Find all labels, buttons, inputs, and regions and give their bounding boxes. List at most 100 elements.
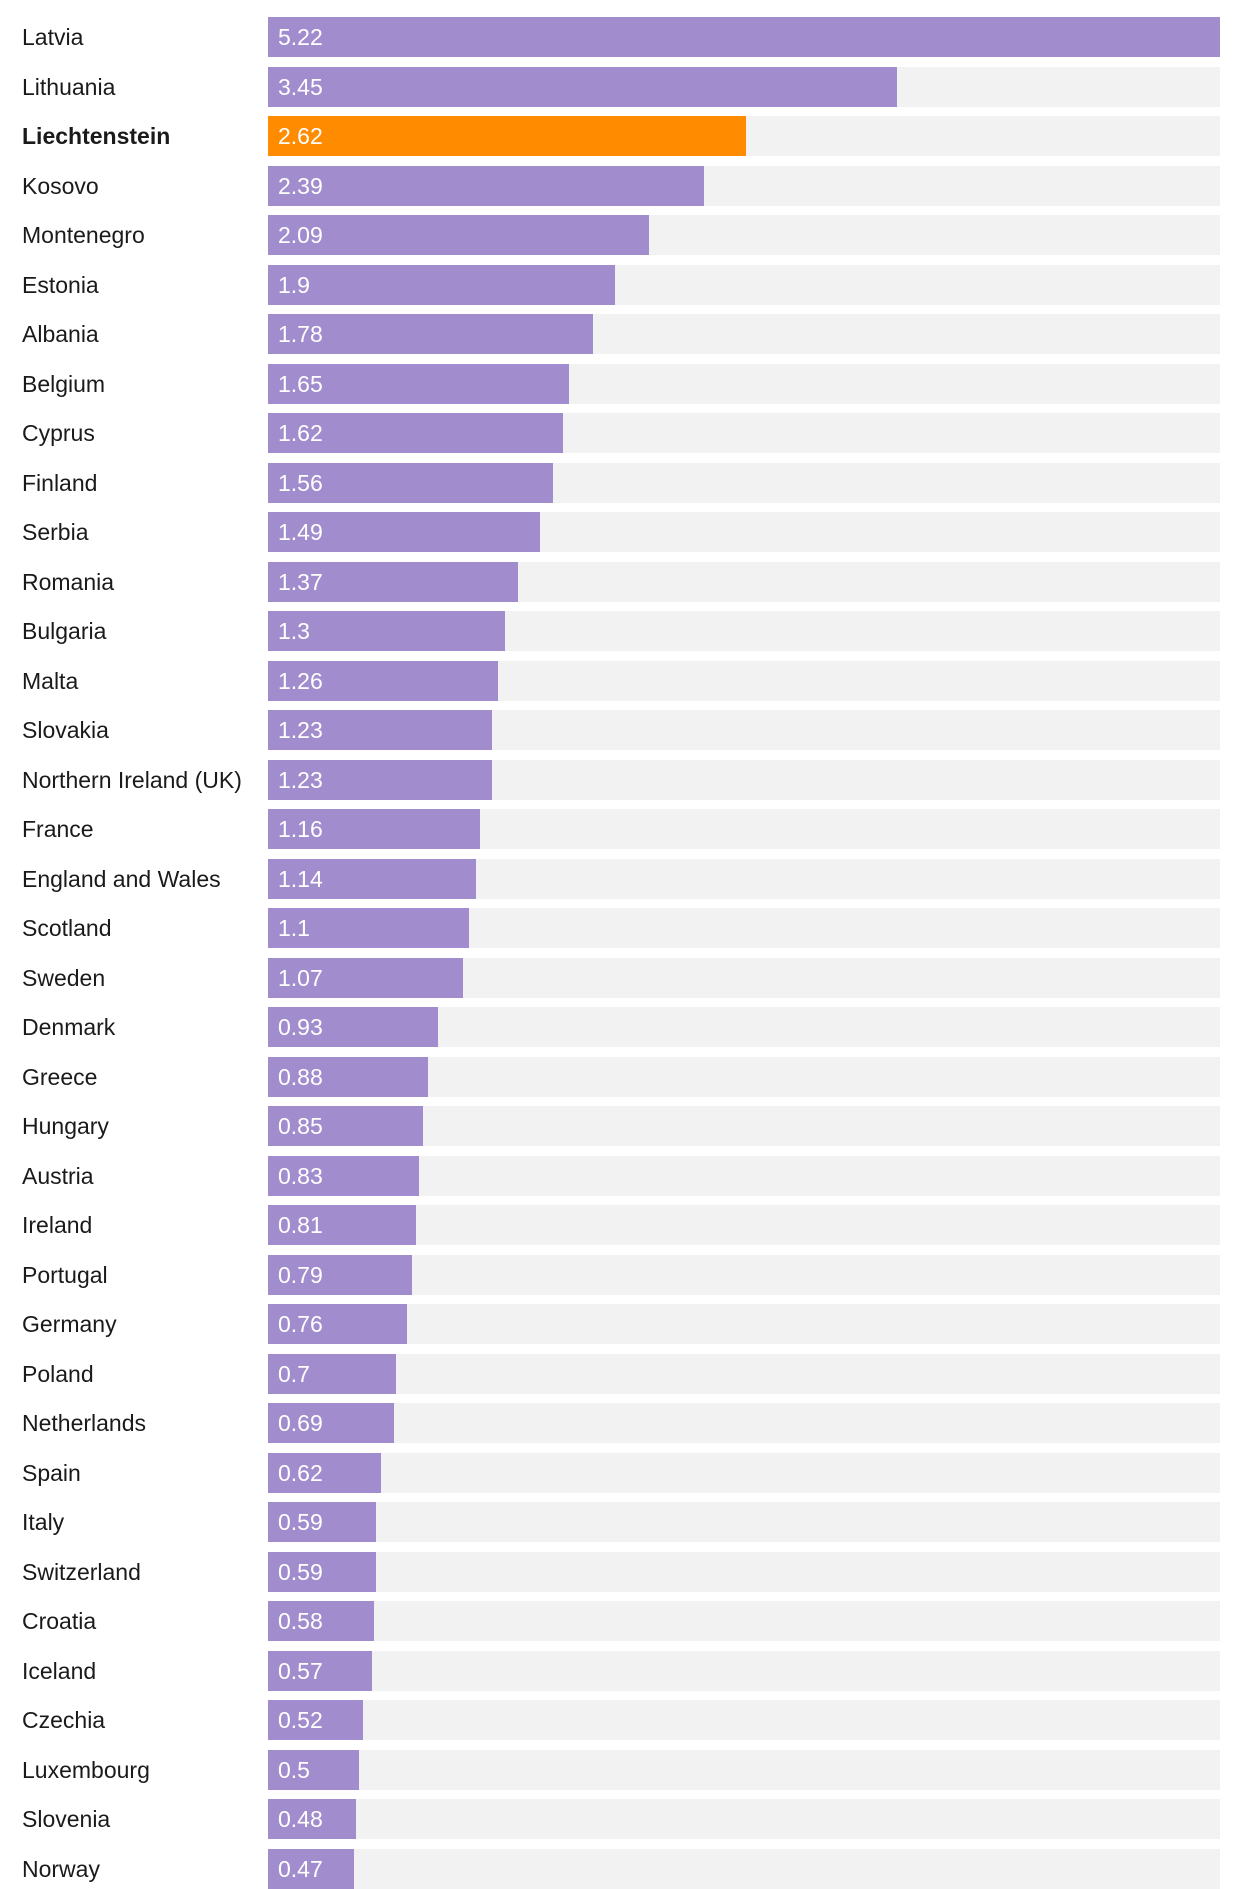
bar-track: 1.62 [268, 413, 1220, 453]
bar: 2.39 [268, 165, 704, 206]
category-label: Montenegro [22, 222, 145, 248]
value-label: 0.88 [278, 1063, 323, 1090]
bar-track: 1.23 [268, 710, 1220, 750]
value-label: 1.1 [278, 915, 310, 941]
category-label: Northern Ireland (UK) [22, 766, 242, 793]
category-label: Bulgaria [22, 618, 107, 644]
value-label: 0.69 [278, 1410, 323, 1436]
bar-row: Northern Ireland (UK) 1.23 [0, 759, 1240, 800]
bar-row: Poland 0.7 [0, 1353, 1240, 1394]
bar: 0.57 [268, 1650, 372, 1691]
bar-track: 1.23 [268, 759, 1220, 800]
category-label: Netherlands [22, 1410, 147, 1436]
bar-row: Czechia 0.52 [0, 1700, 1240, 1740]
bar-track: 0.5 [268, 1749, 1220, 1790]
bar-row: Cyprus 1.62 [0, 413, 1240, 453]
category-label: Finland [22, 469, 98, 496]
bar-track: 0.47 [268, 1848, 1220, 1889]
value-label: 1.07 [278, 964, 323, 991]
bar: 1.23 [268, 759, 493, 800]
bar-row: Serbia 1.49 [0, 512, 1240, 552]
bar: 5.22 [268, 17, 1220, 57]
bar-track: 1.14 [268, 858, 1220, 899]
category-label: France [22, 816, 94, 842]
category-label: Germany [22, 1311, 117, 1337]
bar: 0.85 [268, 1106, 424, 1146]
category-label: Serbia [22, 519, 89, 545]
bar-track: 0.58 [268, 1601, 1220, 1641]
bar-row: Ireland 0.81 [0, 1205, 1240, 1245]
value-label: 0.79 [278, 1261, 323, 1288]
bar: 1.16 [268, 809, 480, 849]
category-label: Latvia [22, 24, 84, 50]
value-label: 0.85 [278, 1113, 323, 1139]
category-label: Scotland [22, 915, 112, 941]
bar-track: 1.56 [268, 462, 1220, 503]
bar-track: 0.7 [268, 1353, 1220, 1394]
bar-track: 2.09 [268, 215, 1220, 255]
category-label: Denmark [22, 1014, 116, 1040]
bar: 0.7 [268, 1353, 396, 1394]
bar-track: 0.48 [268, 1799, 1220, 1839]
bar: 0.58 [268, 1601, 374, 1641]
bar-track: 0.81 [268, 1205, 1220, 1245]
value-label: 1.14 [278, 865, 323, 892]
value-label: 0.52 [278, 1707, 323, 1733]
bar: 0.76 [268, 1304, 407, 1344]
bar-track: 0.57 [268, 1650, 1220, 1691]
bar: 0.59 [268, 1551, 376, 1592]
value-label: 0.83 [278, 1162, 323, 1189]
category-label: Poland [22, 1360, 94, 1387]
bar: 0.79 [268, 1254, 413, 1295]
value-label: 0.93 [278, 1014, 323, 1040]
category-label: Ireland [22, 1212, 93, 1238]
value-label: 1.3 [278, 618, 310, 644]
bar-row: Slovenia 0.48 [0, 1799, 1240, 1839]
bar-track: 1.16 [268, 809, 1220, 849]
category-label: Luxembourg [22, 1756, 150, 1783]
bar: 0.59 [268, 1502, 376, 1542]
category-label: Estonia [22, 271, 99, 298]
bar-track: 5.22 [268, 17, 1220, 57]
value-label: 0.59 [278, 1558, 323, 1585]
highlighted-bar: 2.62 [268, 116, 746, 156]
bar-track: 0.62 [268, 1452, 1220, 1493]
category-label: Czechia [22, 1707, 106, 1733]
value-label: 0.48 [278, 1806, 323, 1832]
value-label: 0.59 [278, 1509, 323, 1535]
value-label: 1.62 [278, 420, 323, 446]
value-label: 0.58 [278, 1608, 323, 1634]
bar-track: 0.85 [268, 1106, 1220, 1146]
bar-row: Slovakia 1.23 [0, 710, 1240, 750]
bar: 0.48 [268, 1799, 356, 1839]
bar-track: 0.83 [268, 1155, 1220, 1196]
value-label: 0.47 [278, 1855, 323, 1882]
category-label: Spain [22, 1459, 81, 1486]
value-label: 0.7 [278, 1360, 310, 1387]
value-label: 0.81 [278, 1212, 323, 1238]
category-label: Cyprus [22, 420, 95, 446]
bar-row: Spain 0.62 [0, 1452, 1240, 1493]
category-label: England and Wales [22, 865, 221, 892]
bar: 1.78 [268, 314, 593, 354]
value-label: 0.76 [278, 1311, 323, 1337]
bar-track: 2.62 [268, 116, 1220, 156]
bar-row: Austria 0.83 [0, 1155, 1240, 1196]
bar-row: Italy 0.59 [0, 1502, 1240, 1542]
bar-row: Luxembourg 0.5 [0, 1749, 1240, 1790]
bar-track: 1.1 [268, 908, 1220, 948]
bar-row: Greece 0.88 [0, 1056, 1240, 1097]
category-label: Slovakia [22, 717, 109, 743]
value-label: 0.5 [278, 1756, 310, 1783]
bar: 1.37 [268, 561, 518, 602]
value-label: 1.37 [278, 568, 323, 595]
category-label: Belgium [22, 370, 106, 397]
bar: 1.9 [268, 264, 615, 305]
category-label: Malta [22, 667, 79, 694]
bar-row: Iceland 0.57 [0, 1650, 1240, 1691]
bar: 1.14 [268, 858, 476, 899]
value-label: 2.62 [278, 123, 323, 149]
value-label: 2.09 [278, 222, 323, 248]
bar: 0.81 [268, 1205, 416, 1245]
bar: 0.47 [268, 1848, 354, 1889]
